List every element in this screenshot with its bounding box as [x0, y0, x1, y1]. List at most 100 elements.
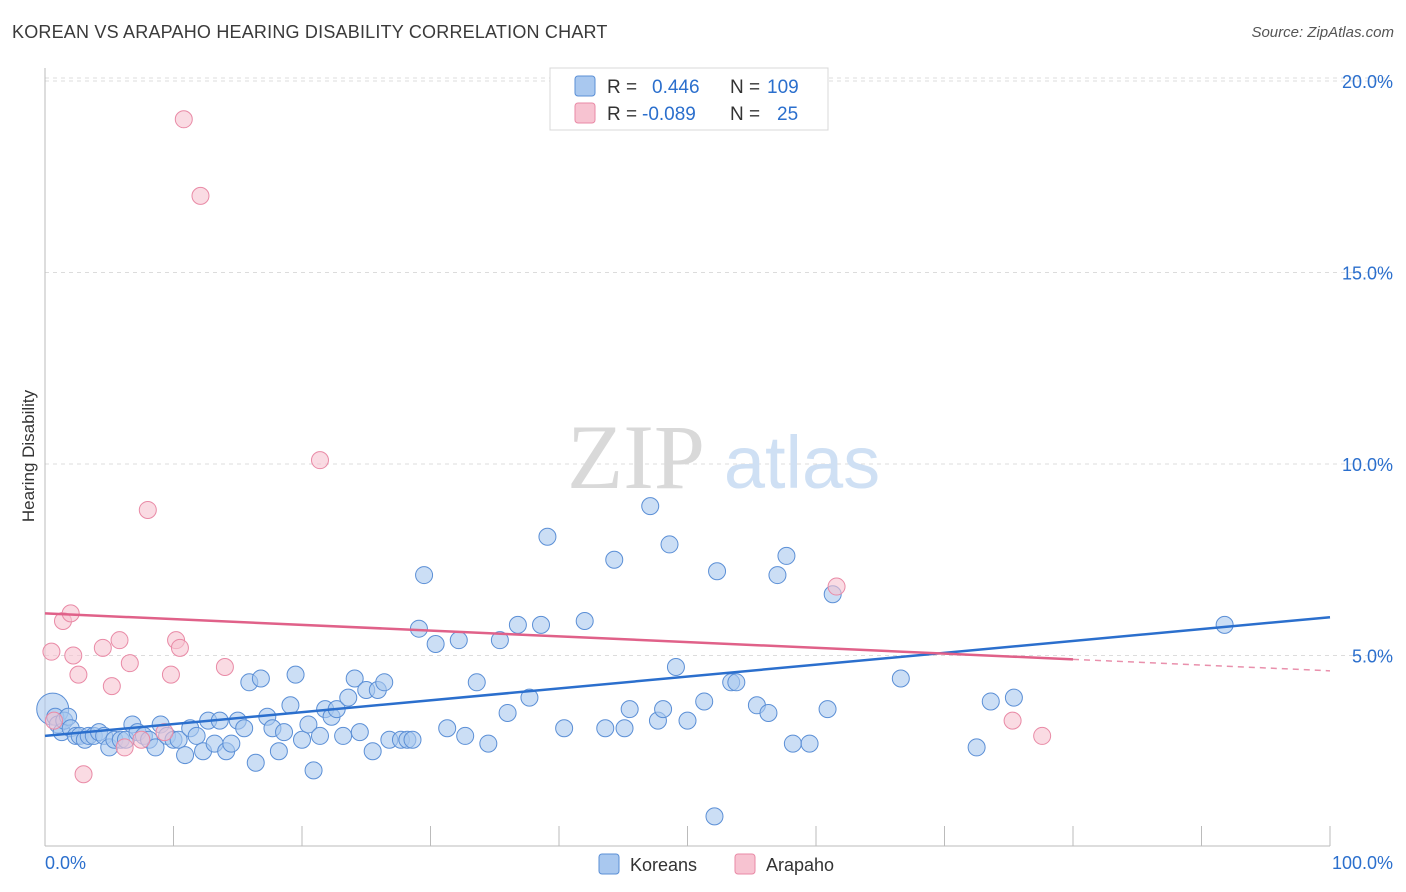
korean-point: [1215, 615, 1234, 634]
arapaho-point: [191, 186, 210, 205]
arapaho-point: [215, 657, 234, 676]
stats-legend-box: [549, 67, 829, 131]
korean-point: [350, 723, 369, 742]
arapaho-point: [161, 665, 180, 684]
koreans-r-value: 0.446: [652, 77, 700, 98]
korean-point: [654, 700, 673, 719]
y-axis-label: Hearing Disability: [19, 389, 38, 522]
watermark-atlas: atlas: [724, 421, 880, 504]
legend-arapaho-label: Arapaho: [766, 855, 834, 875]
korean-point: [620, 700, 639, 719]
watermark-zip: ZIP: [567, 406, 705, 508]
y-tick-label: 5.0%: [1352, 647, 1393, 667]
arapaho-point: [110, 631, 129, 650]
korean-point: [695, 692, 714, 711]
legend-arapaho-swatch: [734, 853, 756, 875]
arapaho-point: [102, 677, 121, 696]
trend-lines: [44, 612, 1331, 738]
korean-point: [345, 669, 364, 688]
korean-point: [520, 688, 539, 707]
korean-point: [768, 566, 787, 585]
korean-point: [1004, 688, 1023, 707]
arapaho-trend-extension: [1072, 658, 1331, 672]
korean-point: [538, 527, 557, 546]
koreans-trend-line: [44, 615, 1331, 738]
korean-point: [438, 719, 457, 738]
legend-koreans-label: Koreans: [630, 855, 697, 875]
arapaho-point: [74, 765, 93, 784]
arapaho-n-value: 25: [777, 104, 798, 125]
arapaho-point: [155, 723, 174, 742]
korean-point: [783, 734, 802, 753]
korean-point: [246, 753, 265, 772]
korean-point: [363, 742, 382, 761]
korean-point: [176, 746, 195, 765]
korean-point: [169, 730, 188, 749]
arapaho-point: [1003, 711, 1022, 730]
korean-point: [310, 726, 329, 745]
koreans-swatch: [574, 75, 596, 97]
korean-point: [800, 734, 819, 753]
arapaho-trend-line: [44, 612, 1074, 661]
korean-point: [293, 730, 311, 749]
arapaho-n-label: N =: [730, 104, 760, 125]
korean-point: [334, 726, 353, 745]
data-points: [36, 110, 1234, 826]
source-credit: Source: ZipAtlas.com: [1251, 24, 1394, 41]
korean-point: [449, 631, 468, 650]
arapaho-swatch: [574, 102, 596, 124]
arapaho-point: [310, 451, 329, 470]
arapaho-r-value: -0.089: [642, 104, 696, 125]
y-tick-label: 15.0%: [1342, 264, 1393, 284]
watermark: ZIP atlas: [567, 406, 880, 508]
koreans-n-value: 109: [767, 77, 799, 98]
korean-point: [615, 719, 634, 738]
korean-point: [426, 635, 445, 654]
korean-point: [508, 615, 527, 634]
korean-point: [415, 566, 434, 585]
korean-point: [403, 730, 422, 749]
korean-point: [891, 669, 910, 688]
korean-point: [235, 719, 254, 738]
arapaho-point: [120, 654, 139, 673]
legend-koreans-swatch: [598, 853, 620, 875]
korean-point: [187, 726, 206, 745]
korean-point: [456, 726, 475, 745]
korean-point: [299, 715, 318, 734]
y-tick-label: 20.0%: [1342, 72, 1393, 92]
stats-legend: R = 0.446 N = 109 R = -0.089 N = 25: [549, 67, 829, 131]
arapaho-point: [69, 665, 88, 684]
korean-point: [705, 807, 724, 826]
arapaho-point: [1033, 726, 1052, 745]
arapaho-point: [170, 638, 189, 657]
korean-point: [660, 535, 679, 554]
arapaho-point: [115, 738, 134, 757]
korean-point: [275, 723, 294, 742]
bottom-legend: Koreans Arapaho: [598, 853, 834, 875]
korean-point: [678, 711, 697, 730]
chart-title: KOREAN VS ARAPAHO HEARING DISABILITY COR…: [12, 22, 608, 42]
korean-point: [708, 562, 727, 581]
korean-point: [490, 631, 509, 650]
axes: 5.0% 10.0% 15.0% 20.0% 0.0% 100.0%: [44, 68, 1393, 873]
arapaho-point: [174, 110, 193, 129]
korean-point: [596, 719, 615, 738]
korean-point: [286, 665, 305, 684]
korean-point: [281, 696, 300, 715]
arapaho-point: [827, 577, 846, 596]
arapaho-point: [44, 711, 63, 730]
korean-point: [146, 738, 165, 757]
korean-point: [375, 673, 394, 692]
korean-point: [498, 703, 517, 722]
korean-point: [981, 692, 1000, 711]
korean-point: [339, 688, 358, 707]
korean-point: [759, 703, 778, 722]
korean-point: [467, 673, 486, 692]
korean-point: [555, 719, 574, 738]
korean-point: [967, 738, 986, 757]
arapaho-point: [64, 646, 83, 665]
korean-point: [479, 734, 498, 753]
korean-point: [666, 657, 685, 676]
koreans-n-label: N =: [730, 77, 760, 98]
